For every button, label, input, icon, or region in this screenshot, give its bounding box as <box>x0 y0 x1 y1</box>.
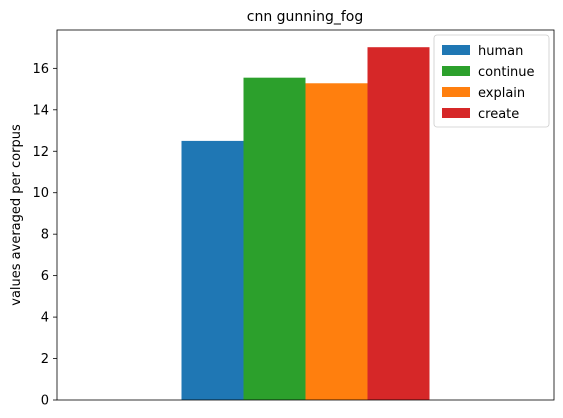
legend: human continue explain create <box>433 34 550 128</box>
y-tick-label: 2 <box>41 352 49 367</box>
legend-label-human: human <box>478 44 523 59</box>
y-tick-label: 16 <box>32 62 49 77</box>
y-tick-label: 0 <box>41 394 49 409</box>
y-tick-label: 12 <box>32 145 49 160</box>
legend-swatch-explain <box>442 87 470 97</box>
y-tick-label: 10 <box>32 186 49 201</box>
legend-swatch-human <box>442 45 470 55</box>
bar-human <box>181 140 244 400</box>
axes-frame <box>56 29 555 401</box>
bar-create <box>367 47 430 401</box>
legend-box <box>433 34 550 128</box>
chart-title: cnn gunning_fog <box>247 9 363 25</box>
legend-label-explain: explain <box>478 86 525 101</box>
y-tick-label: 8 <box>41 228 49 243</box>
y-tick-label: 14 <box>32 103 49 118</box>
y-tick-label: 4 <box>41 311 49 326</box>
bar-continue <box>243 77 306 400</box>
legend-label-create: create <box>478 107 519 122</box>
legend-label-continue: continue <box>478 65 535 80</box>
legend-swatch-continue <box>442 66 470 76</box>
bar-explain <box>305 83 368 401</box>
plot-area: 0 2 4 6 8 10 12 14 16 human continue explain create <box>32 29 555 409</box>
legend-swatch-create <box>442 108 470 118</box>
y-tick-label: 6 <box>41 269 49 284</box>
y-axis-label: values averaged per corpus <box>9 124 24 306</box>
